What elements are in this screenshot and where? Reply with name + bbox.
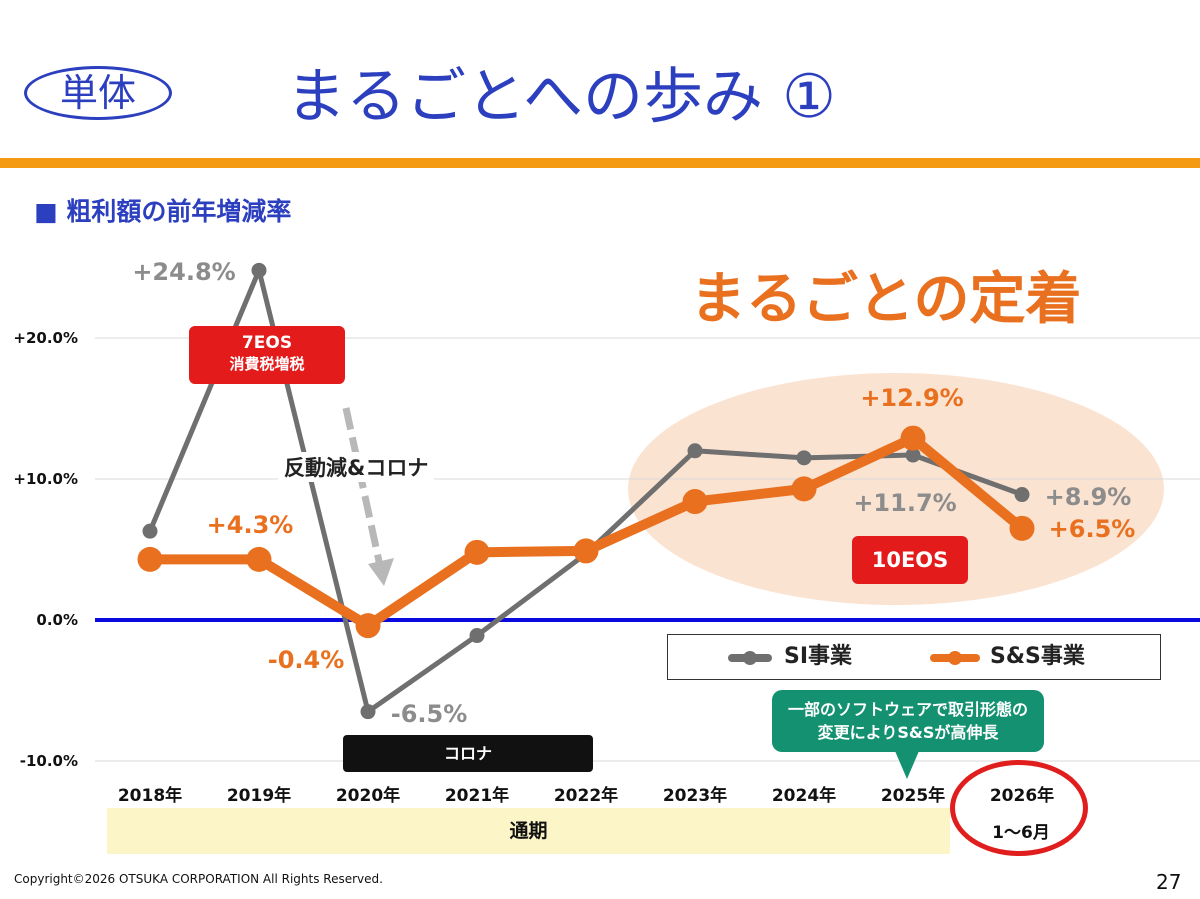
- data-label-si: -6.5%: [391, 700, 468, 728]
- data-point-si: [796, 450, 812, 466]
- data-point-si: [1014, 487, 1030, 503]
- legend-dot-ss: [948, 651, 962, 665]
- page-number: 27: [1156, 870, 1182, 894]
- series-layer: [137, 262, 1035, 720]
- copyright: Copyright©2026 OTSUKA CORPORATION All Ri…: [14, 872, 383, 886]
- data-point-si: [687, 443, 703, 459]
- x-tick-label: 2018年: [118, 785, 182, 806]
- badge-7eos-sub: 消費税増税: [229, 355, 305, 373]
- legend-label-ss: S&S事業: [990, 644, 1085, 669]
- decline-arrow-shaft: [342, 407, 384, 567]
- data-point-ss: [791, 476, 817, 502]
- x-tick-label: 2023年: [663, 785, 727, 806]
- y-axis: +20.0% +10.0% 0.0% -10.0%: [13, 329, 78, 770]
- data-point-ss: [464, 539, 490, 565]
- data-point-ss: [355, 613, 381, 639]
- legend: SI事業 S&S事業: [667, 634, 1161, 680]
- data-point-si: [905, 447, 921, 463]
- arrow-note: 反動減&コロナ: [278, 452, 435, 482]
- data-label-ss: +6.5%: [1049, 515, 1136, 543]
- last-period-sub: 1～6月: [992, 823, 1050, 843]
- data-point-si: [360, 704, 376, 720]
- section-heading: ■ 粗利額の前年増減率: [34, 197, 292, 226]
- badge-10eos: 10EOS: [852, 536, 968, 584]
- data-point-si: [469, 628, 485, 644]
- legend-dot-si: [743, 651, 757, 665]
- page-title: まるごとへの歩み ①: [286, 62, 836, 132]
- x-tick-label: 2020年: [336, 785, 400, 806]
- corona-bar: コロナ: [343, 735, 593, 772]
- highlight-ellipse: [628, 373, 1164, 605]
- legend-item-ss: S&S事業: [930, 635, 1130, 679]
- data-labels: +24.8% -6.5% +11.7% +8.9% +4.3% -0.4% +12.9% +6…: [132, 258, 1135, 728]
- data-label-si: +8.9%: [1045, 483, 1132, 511]
- y-tick-label: -10.0%: [20, 752, 78, 770]
- title-badge: 単体: [24, 66, 172, 120]
- callout-tail: [895, 751, 919, 779]
- callout: 一部のソフトウェアで取引形態の 変更によりS&Sが高伸長: [772, 690, 1044, 752]
- data-label-ss: -0.4%: [268, 646, 345, 674]
- callout-line-1: 一部のソフトウェアで取引形態の: [787, 700, 1028, 719]
- data-label-si: +24.8%: [132, 258, 235, 286]
- data-point-ss: [246, 546, 272, 572]
- data-label-si: +11.7%: [853, 489, 956, 517]
- y-tick-label: +10.0%: [13, 470, 78, 488]
- x-tick-label: 2021年: [445, 785, 509, 806]
- title-rule: [0, 158, 1200, 168]
- callout-line-2: 変更によりS&Sが高伸長: [817, 723, 999, 742]
- badge-7eos: 7EOS 消費税増税: [189, 326, 345, 384]
- period-band: 通期: [107, 808, 950, 854]
- x-tick-label: 2025年: [881, 785, 945, 806]
- data-label-ss: +12.9%: [860, 384, 963, 412]
- x-tick-label: 2024年: [772, 785, 836, 806]
- y-tick-label: 0.0%: [36, 611, 78, 629]
- data-point-ss: [573, 538, 599, 564]
- data-point-ss: [1009, 515, 1035, 541]
- x-axis: 2018年 2019年 2020年 2021年 2022年 2023年 2024年 2025年…: [118, 785, 1054, 806]
- last-period-circle: [950, 760, 1088, 856]
- headline: まるごとの定着: [690, 267, 1082, 332]
- decline-arrow-head: [368, 558, 394, 586]
- decline-arrow: [342, 407, 394, 586]
- x-tick-label: 2022年: [554, 785, 618, 806]
- x-tick-label: 2019年: [227, 785, 291, 806]
- legend-label-si: SI事業: [784, 644, 853, 669]
- data-point-si: [251, 262, 267, 278]
- data-point-ss: [900, 425, 926, 451]
- legend-item-si: SI事業: [728, 635, 878, 679]
- data-point-ss: [682, 489, 708, 515]
- data-label-ss: +4.3%: [207, 511, 294, 539]
- badge-7eos-title: 7EOS: [241, 333, 293, 353]
- data-point-ss: [137, 546, 163, 572]
- y-tick-label: +20.0%: [13, 329, 78, 347]
- data-point-si: [142, 523, 158, 539]
